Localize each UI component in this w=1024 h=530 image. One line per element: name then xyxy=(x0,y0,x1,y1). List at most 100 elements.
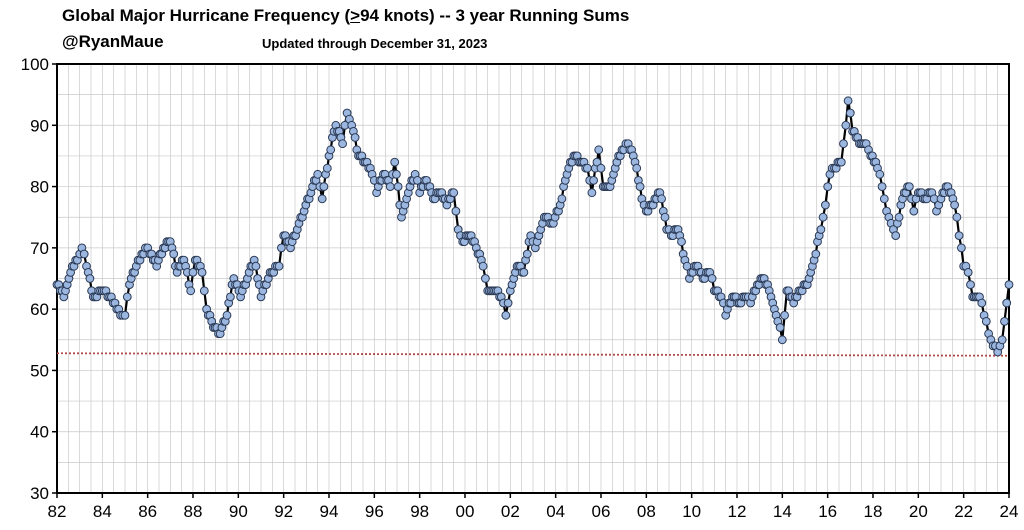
data-point xyxy=(226,292,235,302)
data-point xyxy=(596,163,606,173)
x-tick-label: 94 xyxy=(320,502,339,521)
y-axis-ticks: 30 40 50 60 70 80 90 100 xyxy=(21,55,57,503)
data-point xyxy=(841,120,851,130)
x-tick-label: 88 xyxy=(184,502,203,521)
data-point xyxy=(199,286,209,296)
data-point xyxy=(966,280,975,290)
data-point xyxy=(317,194,327,204)
data-point xyxy=(594,145,604,155)
y-tick-label: 60 xyxy=(30,300,49,319)
data-point xyxy=(1000,317,1009,326)
plot-frame xyxy=(56,63,1010,494)
data-point xyxy=(836,157,846,167)
x-axis-ticks: 82 84 86 88 90 92 94 96 98 00 02 04 06 08 10 12 14 16 18 20… xyxy=(48,493,1019,521)
data-point xyxy=(583,163,592,173)
x-tick-label: 82 xyxy=(48,502,67,521)
x-tick-label: 02 xyxy=(501,502,520,521)
y-tick-label: 70 xyxy=(30,239,49,258)
x-tick-label: 20 xyxy=(909,502,928,521)
data-point xyxy=(393,182,403,192)
data-point xyxy=(251,261,261,271)
data-point xyxy=(904,182,914,192)
data-point xyxy=(981,317,991,326)
x-tick-label: 84 xyxy=(93,502,112,521)
x-tick-label: 08 xyxy=(637,502,656,521)
y-tick-label: 50 xyxy=(30,361,49,380)
data-point xyxy=(481,274,490,283)
data-point xyxy=(879,194,889,204)
x-tick-label: 00 xyxy=(456,502,475,521)
data-point xyxy=(501,310,511,320)
data-point xyxy=(449,188,459,198)
data-point xyxy=(197,268,207,277)
y-tick-label: 100 xyxy=(21,55,49,74)
data-point xyxy=(277,243,286,253)
data-point xyxy=(587,188,597,198)
data-point xyxy=(392,169,401,179)
data-point xyxy=(188,268,198,277)
x-tick-label: 98 xyxy=(410,502,429,521)
data-point xyxy=(385,182,395,192)
x-tick-label: 14 xyxy=(773,502,792,521)
data-point xyxy=(1004,280,1014,290)
data-point xyxy=(977,298,987,308)
data-point xyxy=(557,194,567,204)
data-point xyxy=(707,274,717,283)
data-point xyxy=(522,249,532,259)
x-tick-label: 86 xyxy=(138,502,157,521)
data-point xyxy=(891,231,901,241)
data-point xyxy=(777,335,787,345)
y-tick-label: 40 xyxy=(30,423,49,442)
grid-lines xyxy=(57,64,1009,493)
x-tick-label: 90 xyxy=(229,502,248,521)
data-point xyxy=(222,310,232,320)
data-point xyxy=(811,249,821,259)
data-point xyxy=(843,96,853,106)
data-point xyxy=(322,163,332,173)
data-point xyxy=(592,157,602,167)
x-tick-label: 18 xyxy=(864,502,883,521)
data-point xyxy=(957,243,966,253)
data-point xyxy=(875,169,885,179)
x-tick-label: 92 xyxy=(274,502,293,521)
data-point xyxy=(519,268,529,277)
data-point xyxy=(635,182,645,192)
y-tick-label: 80 xyxy=(30,178,49,197)
data-point xyxy=(818,212,828,222)
x-tick-label: 06 xyxy=(592,502,611,521)
x-tick-label: 96 xyxy=(365,502,384,521)
x-tick-label: 24 xyxy=(1000,502,1019,521)
data-point xyxy=(894,212,904,222)
data-point xyxy=(821,200,830,210)
data-point xyxy=(816,225,826,234)
data-point xyxy=(390,157,400,167)
x-tick-label: 16 xyxy=(818,502,837,521)
author-handle: @RyanMaue xyxy=(62,32,164,51)
data-point xyxy=(823,182,833,192)
x-tick-label: 10 xyxy=(682,502,701,521)
data-point xyxy=(632,163,642,173)
data-point xyxy=(589,176,598,185)
data-point xyxy=(326,145,336,155)
data-point xyxy=(451,206,461,216)
data-point xyxy=(122,292,132,302)
data-point xyxy=(775,323,785,332)
data-point xyxy=(319,182,329,192)
data-point xyxy=(85,274,95,283)
data-point xyxy=(274,261,284,271)
data-point xyxy=(350,133,360,142)
data-point xyxy=(660,212,670,222)
data-point xyxy=(909,206,919,216)
data-point xyxy=(963,268,973,277)
reference-line xyxy=(56,352,1010,357)
data-point xyxy=(997,335,1007,345)
data-point xyxy=(657,194,666,204)
updated-note: Updated through December 31, 2023 xyxy=(262,36,488,51)
data-point xyxy=(950,200,959,210)
data-point xyxy=(186,286,196,296)
data-point xyxy=(952,212,962,222)
x-tick-label: 22 xyxy=(954,502,973,521)
data-point xyxy=(478,261,488,271)
data-point xyxy=(313,169,323,179)
data-point xyxy=(338,139,348,149)
